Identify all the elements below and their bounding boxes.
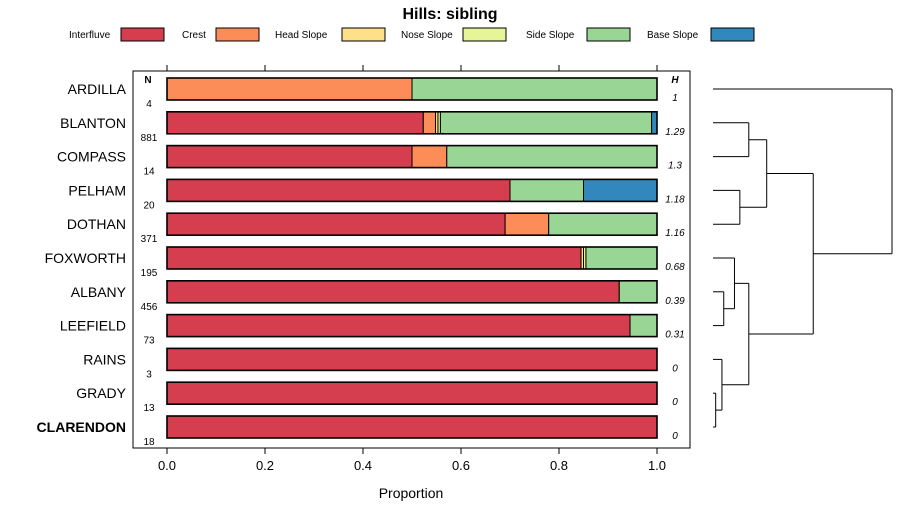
- n-value: 73: [143, 336, 155, 347]
- bar-segment: [446, 145, 658, 169]
- h-value: 1.16: [665, 228, 685, 239]
- bar-segment: [629, 314, 658, 338]
- h-value: 1.18: [665, 194, 685, 205]
- x-tick-label: 0.4: [354, 458, 372, 473]
- n-value: 18: [143, 437, 155, 448]
- bar-outline: [166, 111, 658, 135]
- x-tick-label: 1.0: [648, 458, 666, 473]
- legend-label: Head Slope: [275, 30, 328, 41]
- legend-swatch: [120, 27, 165, 42]
- n-value: 3: [146, 369, 152, 380]
- category-label: LEEFIELD: [60, 318, 126, 334]
- n-value: 14: [143, 167, 155, 178]
- legend-swatch: [586, 27, 631, 42]
- bar-segment: [548, 212, 658, 236]
- h-value: 1.3: [668, 161, 682, 172]
- bar-outline: [166, 381, 658, 406]
- legend: Interfluve Crest Head Slope Nose Slope Side …: [69, 27, 755, 42]
- bar-segment: [166, 145, 413, 169]
- bar-segment: [411, 145, 448, 169]
- legend-label: Base Slope: [647, 30, 699, 41]
- bar-outline: [166, 212, 658, 236]
- x-axis-label: Proportion: [379, 485, 444, 501]
- h-value: 0.39: [665, 296, 685, 307]
- bar-outline: [166, 144, 658, 169]
- bar-segment: [166, 415, 658, 439]
- h-column-header: H: [671, 75, 679, 86]
- n-value: 13: [143, 403, 155, 414]
- bar-segment: [509, 178, 584, 202]
- category-label: ARDILLA: [68, 81, 127, 97]
- h-value: 0: [672, 397, 678, 408]
- bar-segment: [422, 111, 437, 135]
- h-value: 0.31: [665, 330, 684, 341]
- n-value: 20: [143, 200, 155, 211]
- x-tick-label: 0.8: [550, 458, 568, 473]
- category-label: RAINS: [83, 351, 126, 367]
- category-label: PELHAM: [68, 182, 126, 198]
- x-tick-label: 0.6: [452, 458, 470, 473]
- bar-segment: [166, 111, 424, 135]
- chart-title: Hills: sibling: [402, 6, 497, 23]
- bar-outline: [166, 178, 658, 203]
- x-tick-label: 0.0: [158, 458, 176, 473]
- bar-segment: [411, 77, 658, 101]
- bar-segment: [166, 212, 506, 236]
- dendrogram: [713, 88, 893, 428]
- category-label: ALBANY: [71, 284, 127, 300]
- bar-segment: [166, 246, 582, 270]
- bar-outline: [166, 77, 658, 101]
- bar-segment: [166, 314, 631, 338]
- legend-swatch: [215, 27, 260, 42]
- legend-swatch: [710, 27, 755, 42]
- bar-outline: [166, 313, 658, 338]
- category-label: GRADY: [76, 385, 126, 401]
- x-tick-label: 0.2: [256, 458, 274, 473]
- legend-label: Side Slope: [526, 30, 575, 41]
- bar-outline: [166, 246, 658, 270]
- legend-label: Crest: [182, 30, 206, 41]
- bar-outline: [166, 279, 658, 304]
- category-label: DOTHAN: [67, 216, 126, 232]
- bar-segment: [166, 347, 658, 371]
- h-value: 1: [672, 93, 678, 104]
- h-value: 0: [672, 363, 678, 374]
- plot-area: N H ARDILLA 4 1 BLANTON 881 1.29 COMPASS 14 1.3 PEL…: [37, 65, 691, 473]
- bar-segment: [439, 111, 653, 135]
- bar-segment: [166, 381, 658, 405]
- n-column-header: N: [144, 75, 151, 86]
- legend-label: Interfluve: [69, 30, 111, 41]
- bar-outline: [166, 347, 658, 372]
- bar-segment: [504, 212, 550, 236]
- bar-segment: [651, 111, 658, 135]
- category-label: FOXWORTH: [45, 250, 126, 266]
- plot-frame: [132, 70, 691, 449]
- n-value: 371: [141, 234, 158, 245]
- bar-segment: [583, 178, 658, 202]
- legend-swatch: [462, 27, 507, 42]
- legend-swatch: [341, 27, 386, 42]
- category-label: CLARENDON: [37, 419, 126, 435]
- n-value: 456: [141, 302, 158, 313]
- h-value: 0.68: [665, 262, 685, 273]
- category-label: BLANTON: [60, 115, 126, 131]
- bar-segment: [166, 77, 413, 101]
- category-label: COMPASS: [57, 149, 126, 165]
- n-value: 4: [146, 99, 152, 110]
- legend-label: Nose Slope: [401, 30, 453, 41]
- bar-segment: [166, 280, 620, 304]
- bar-segment: [166, 178, 511, 202]
- h-value: 1.29: [665, 127, 685, 138]
- bar-segment: [585, 246, 658, 270]
- n-value: 195: [141, 268, 158, 279]
- bar-outline: [166, 415, 658, 439]
- h-value: 0: [672, 431, 678, 442]
- bar-segment: [618, 280, 658, 304]
- n-value: 881: [141, 133, 158, 144]
